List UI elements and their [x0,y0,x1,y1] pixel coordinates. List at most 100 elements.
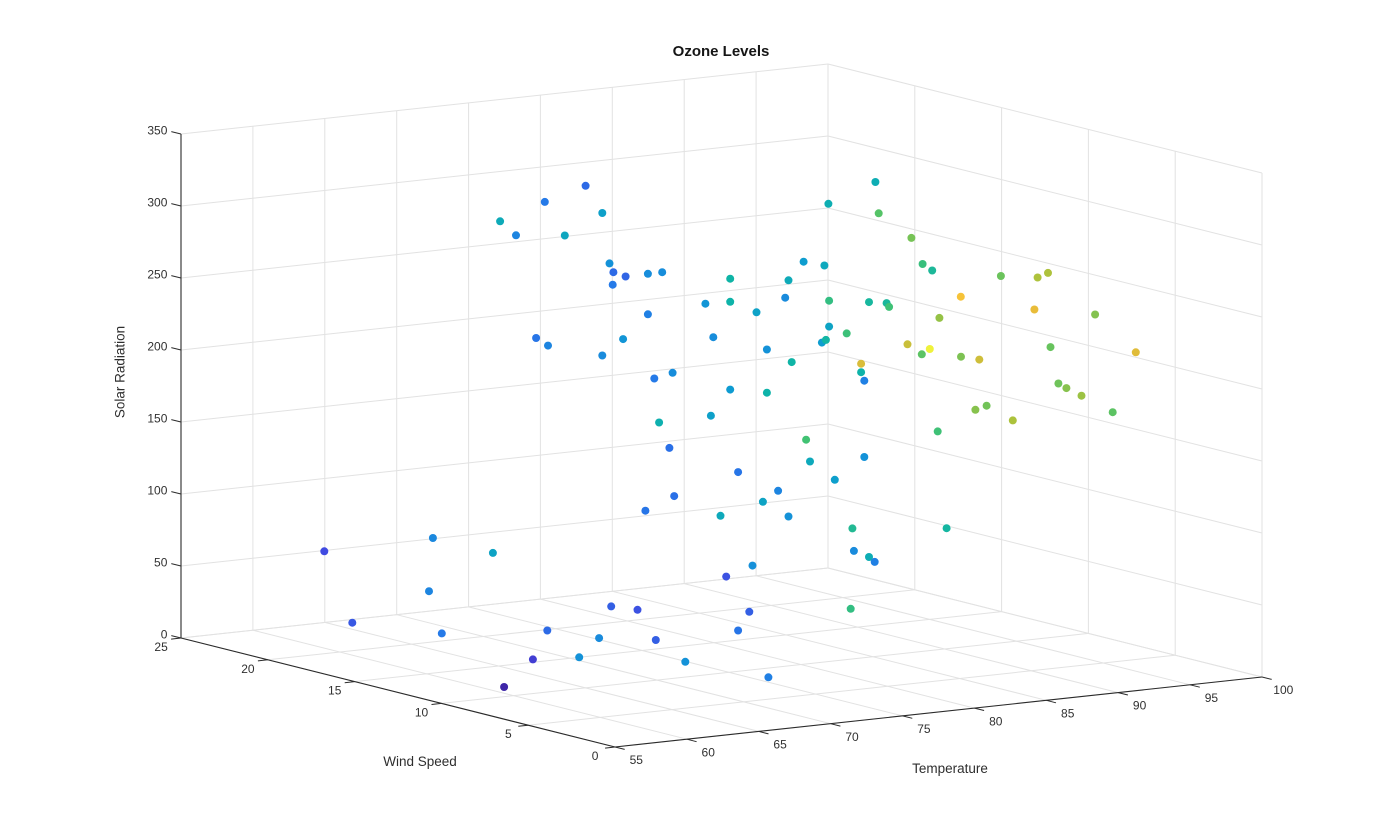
scatter-point [643,310,652,319]
scatter-point [528,655,537,664]
scatter-point [607,602,616,611]
scatter-point [1044,268,1052,277]
scatter-point [726,297,735,306]
scatter-point [871,178,880,186]
scatter-point [1054,379,1063,388]
tick-label: 60 [702,745,716,759]
scatter-point [857,368,866,377]
scatter-point [865,298,873,307]
scatter-point [1091,310,1100,319]
scatter-point [849,546,858,555]
tick-label: 10 [415,705,429,719]
tick-label: 90 [1133,699,1147,713]
scatter-point [608,280,617,289]
scatter-point [942,524,951,533]
tick-label: 350 [147,124,167,138]
scatter-point [824,199,833,208]
x-tick-labels: 55 60 65 70 75 80 85 90 95 100 [630,683,1294,767]
tick-label: 200 [147,340,167,354]
tick-label: 80 [989,714,1003,728]
z-axis-label-solar-radiation: Solar Radiation [112,325,128,419]
scatter-point [619,335,628,344]
scatter-point [996,272,1005,280]
scatter-point [560,231,569,240]
scatter-point [846,604,855,613]
tick-label: 5 [505,727,512,741]
scatter-point [320,547,329,556]
scatter-point [784,276,793,285]
scatter-point [806,457,814,466]
scatter-point [1030,305,1039,314]
scatter-point [605,259,614,268]
scatter-point [957,352,965,361]
scatter-point [1008,416,1017,425]
scatter-point [643,269,652,278]
scatter-point [830,475,839,484]
scatter-point [752,308,761,317]
scatter-point [848,524,857,533]
scatter-point [512,231,520,240]
scatter-point [799,257,808,266]
scatter-point [598,351,607,360]
scatter-point [532,334,541,342]
scatter-point [907,233,916,242]
grid-lines [180,63,1263,748]
scatter-point [633,605,642,614]
scatter-point [575,653,584,662]
data-points [320,178,1140,691]
scatter-point [745,607,754,616]
scatter-point [762,345,771,354]
scatter-point [681,657,690,666]
scatter-point [544,341,552,350]
scatter-point [670,492,679,501]
scatter-point [651,636,660,644]
scatter-point [726,385,735,394]
z-tick-labels: 0 50 100 150 200 250 300 350 [147,124,167,642]
scatter-point [641,506,650,515]
scatter-point [764,673,773,682]
scatter-point [758,497,767,506]
scatter-point [787,358,796,367]
tick-label: 50 [154,556,168,570]
tick-label: 100 [1273,683,1293,697]
scatter-point [982,401,991,410]
scatter-point [821,335,830,344]
tick-label: 300 [147,196,167,210]
scatter-point [1046,343,1055,352]
scatter-point [865,553,873,561]
scatter-point [655,418,664,427]
tick-label: 0 [592,749,599,763]
scatter-point [933,427,942,436]
scatter-point [716,511,725,520]
tick-label: 100 [147,484,167,498]
scatter-point [598,209,607,217]
y-tick-labels: 0 5 10 15 20 25 [154,640,598,763]
tick-label: 250 [147,268,167,282]
scatter-point [842,329,851,338]
scatter-point [820,261,829,270]
scatter-point [496,217,505,226]
scatter-point [665,443,674,452]
scatter-point [658,268,667,277]
scatter-point [781,293,790,302]
scatter-point [1077,391,1086,400]
scatter-point [874,209,883,218]
scatter-point [825,296,834,305]
scatter-point [917,350,926,359]
tick-label: 65 [773,738,787,752]
scatter-point [734,468,743,477]
scatter-point [860,453,869,461]
x-axis-label-temperature: Temperature [912,761,988,776]
scatter-point [1062,384,1071,393]
scatter-point [428,534,437,542]
scatter-point [726,274,735,283]
scatter-point [621,272,630,281]
tick-label: 95 [1205,691,1219,705]
tick-label: 150 [147,412,167,426]
scatter-point [581,181,590,190]
tick-label: 25 [154,640,168,654]
y-axis-label-wind-speed: Wind Speed [383,754,457,769]
scatter-point [500,683,509,691]
